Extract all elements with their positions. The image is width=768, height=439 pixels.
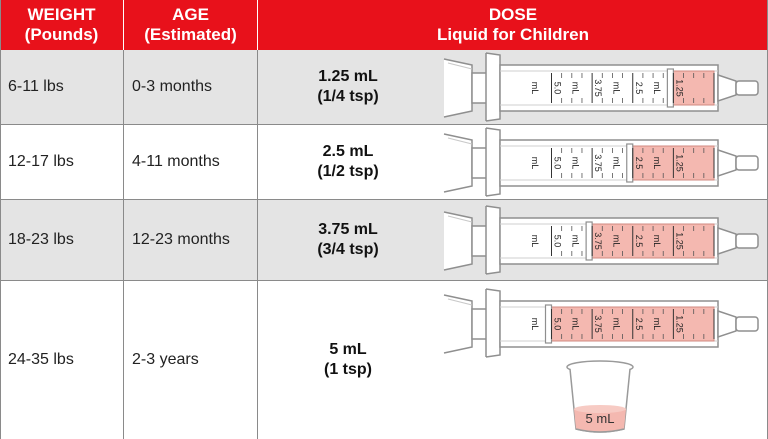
table-row: 6-11 lbs 0-3 months 1.25 mL (1/4 tsp) 5.… [0,50,768,125]
dose-tsp: (1/2 tsp) [317,163,379,180]
scale-value-label: 1.25 [674,154,684,172]
header-weight: WEIGHT (Pounds) [0,0,123,50]
header-weight-subtitle: (Pounds) [24,25,99,44]
scale-value-label: 3.75 [593,315,603,333]
scale-unit-label: mL [571,318,581,331]
scale-value-label: 1.25 [674,232,684,250]
dose-ml: 5 mL [329,341,367,358]
dose-ml: 3.75 mL [318,221,378,238]
scale-unit-label: mL [571,82,581,95]
measuring-cup-icon: 5 mL [566,360,634,433]
scale-value-label: 1.25 [674,79,684,97]
scale-unit-label: mL [652,318,662,331]
scale-value-label: 3.75 [593,79,603,97]
cup-label: 5 mL [586,411,615,426]
weight-cell: 6-11 lbs [8,78,64,95]
scale-unit-label: mL [571,235,581,248]
header-dose: DOSE Liquid for Children [258,0,768,50]
syringe-icon: 5.0 mL 3.75 mL 2.5 mL 1.25 mL [443,205,759,275]
scale-unit-label: mL [611,157,621,170]
dose-ml: 1.25 mL [318,68,378,85]
table-row: 18-23 lbs 12-23 months 3.75 mL (3/4 tsp)… [0,200,768,281]
table-row: 24-35 lbs 2-3 years 5 mL (1 tsp) 5.0 mL 3.… [0,281,768,439]
table-row: 12-17 lbs 4-11 months 2.5 mL (1/2 tsp) 5… [0,125,768,200]
scale-value-label: 3.75 [593,232,603,250]
dose-ml: 2.5 mL [322,143,374,160]
scale-value-label: 2.5 [634,157,644,170]
scale-unit-label: mL [530,157,540,170]
scale-value-label: 5.0 [553,157,563,170]
age-cell: 12-23 months [132,231,230,248]
scale-unit-label: mL [611,235,621,248]
scale-unit-label: mL [530,235,540,248]
scale-value-label: 5.0 [553,82,563,95]
dose-tsp: (1 tsp) [324,361,372,378]
scale-value-label: 2.5 [634,318,644,331]
scale-unit-label: mL [571,157,581,170]
syringe-icon: 5.0 mL 3.75 mL 2.5 mL 1.25 mL [443,127,759,197]
scale-value-label: 1.25 [674,315,684,333]
dose-tsp: (1/4 tsp) [317,88,379,105]
scale-unit-label: mL [530,318,540,331]
scale-unit-label: mL [611,318,621,331]
dose-cell: 1.25 mL (1/4 tsp) [258,50,438,124]
dose-cell: 3.75 mL (3/4 tsp) [258,200,438,280]
header-age-subtitle: (Estimated) [144,25,237,44]
scale-value-label: 2.5 [634,82,644,95]
scale-unit-label: mL [652,157,662,170]
header-age-title: AGE [172,5,209,24]
scale-value-label: 3.75 [593,154,603,172]
syringe-icon: 5.0 mL 3.75 mL 2.5 mL 1.25 mL [443,288,759,358]
scale-value-label: 5.0 [553,235,563,248]
dose-tsp: (3/4 tsp) [317,241,379,258]
weight-cell: 18-23 lbs [8,231,74,248]
scale-unit-label: mL [611,82,621,95]
scale-value-label: 5.0 [553,318,563,331]
weight-cell: 24-35 lbs [8,351,74,368]
age-cell: 0-3 months [132,78,213,95]
dose-cell: 2.5 mL (1/2 tsp) [258,125,438,199]
scale-unit-label: mL [652,82,662,95]
scale-unit-label: mL [530,82,540,95]
header-age: AGE (Estimated) [124,0,257,50]
weight-cell: 12-17 lbs [8,153,74,170]
scale-value-label: 2.5 [634,235,644,248]
age-cell: 4-11 months [132,153,220,170]
dose-cell: 5 mL (1 tsp) [258,281,438,439]
header-dose-subtitle: Liquid for Children [436,25,590,44]
header-dose-title: DOSE [488,5,538,24]
age-cell: 2-3 years [132,351,199,368]
syringe-icon: 5.0 mL 3.75 mL 2.5 mL 1.25 mL [443,52,759,122]
header-weight-title: WEIGHT [27,5,96,24]
scale-unit-label: mL [652,235,662,248]
